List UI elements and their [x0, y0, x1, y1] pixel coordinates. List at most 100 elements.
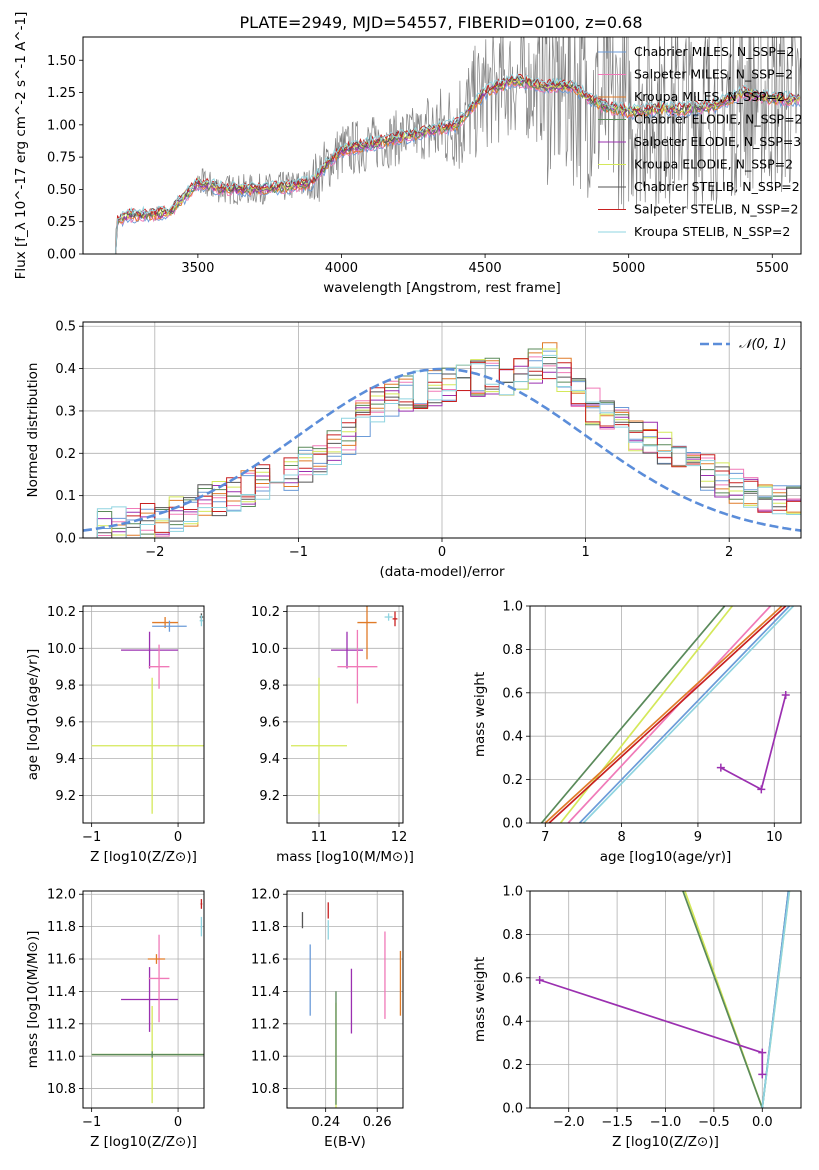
mass-weight-vs-Z-xtick-label-1: −1.5: [601, 1115, 633, 1130]
mass-weight-vs-Z-ytick-label-3: 0.6: [502, 971, 523, 986]
mass-weight-vs-age-xtick-label-1: 8: [617, 830, 625, 845]
mass-weight-vs-age-ytick-label-2: 0.4: [502, 730, 523, 745]
mass-vs-EBV-axes: 0.24 0.26 10.8 11.0 11.2 11.4 11.6 11.8 12.0 E(B-…: [251, 888, 403, 1150]
residuals-xtick-label-3: 1: [581, 545, 589, 560]
mass-weight-vs-Z-ytick-label-0: 0.0: [502, 1102, 523, 1117]
residuals-xtick-label-1: −1: [289, 545, 308, 560]
mass-weight-vs-Z-xtick-label-0: −2.0: [553, 1115, 585, 1130]
age-vs-Z-xlabel: Z [log10(Z/Z⊙)]: [90, 849, 197, 865]
mass-weight-vs-age-line-4: [548, 606, 787, 823]
spectrum-model-8: [83, 73, 801, 254]
age-vs-Z-ytick-label-5: 10.2: [47, 605, 76, 620]
spectrum-frame: [82, 36, 802, 255]
spectrum-legend-label-0: Chabrier MILES, N_SSP=2: [634, 44, 794, 59]
mass-weight-vs-Z-ytick-label-2: 0.4: [502, 1015, 523, 1030]
age-vs-Z-frame: [82, 605, 205, 824]
gaussian-curve: [83, 367, 801, 532]
spectrum-ytick-label-2: 0.50: [47, 183, 76, 198]
mass-vs-EBV-ytick-label-3: 11.4: [251, 985, 280, 1000]
spectrum-legend-label-4: Salpeter ELODIE, N_SSP=3: [634, 134, 801, 149]
mass-weight-vs-Z-ytick-label-5: 1.0: [502, 885, 523, 900]
age-vs-mass-ytick-label-0: 9.2: [259, 789, 280, 804]
mass-vs-Z-ytick-label-0: 10.8: [47, 1082, 76, 1097]
age-vs-mass-axes: 11 12 9.2 9.4 9.6 9.8 10.0 10.2 mass [log10(M/M⊙…: [251, 605, 414, 865]
age-vs-Z-ytick-label-3: 9.8: [55, 679, 76, 694]
mass-weight-vs-Z-ytick-label-4: 0.8: [502, 928, 523, 943]
mass-weight-vs-age-line-5: [578, 606, 791, 823]
residuals-ytick-label-2: 0.2: [55, 447, 76, 462]
residuals-ytick-label-5: 0.5: [55, 320, 76, 335]
age-vs-mass-point-3: [357, 606, 377, 660]
mass-vs-Z-ytick-label-6: 12.0: [47, 888, 76, 903]
spectrum-model-5: [83, 76, 801, 254]
spectrum-legend-label-7: Salpeter STELIB, N_SSP=2: [634, 202, 798, 217]
mass-weight-vs-Z-xtick-label-3: −0.5: [698, 1115, 730, 1130]
mass-vs-Z-xtick-label-1: 0: [174, 1115, 182, 1130]
age-vs-mass-xtick-label-0: 11: [311, 830, 328, 845]
age-vs-Z-point-4: [152, 620, 187, 632]
spectrum-xtick-label-3: 5000: [612, 261, 645, 276]
spectrum-xtick-label-2: 4500: [469, 261, 502, 276]
residuals-ylabel: Normed distribution: [25, 363, 41, 498]
age-vs-mass-point-4: [392, 611, 398, 627]
mass-weight-vs-Z-line-3: [761, 891, 791, 1108]
mass-vs-EBV-ytick-label-6: 12.0: [251, 888, 280, 903]
age-vs-mass-point-2: [337, 629, 378, 704]
residuals-xtick-label-4: 2: [725, 545, 733, 560]
spectrum-ylabel: Flux [f_λ 10^-17 erg cm^-2 s^-1 A^-1]: [13, 12, 29, 280]
spectrum-legend-label-3: Chabrier ELODIE, N_SSP=2: [634, 112, 803, 127]
mass-vs-Z-ytick-label-1: 11.0: [47, 1050, 76, 1065]
mass-weight-vs-age-xtick-label-2: 9: [694, 830, 702, 845]
mass-weight-vs-Z-xtick-label-4: 0.0: [752, 1115, 773, 1130]
mass-weight-vs-Z-marker-4-2: [758, 1070, 767, 1079]
mass-weight-vs-age-ytick-label-0: 0.0: [502, 817, 523, 832]
figure-title: PLATE=2949, MJD=54557, FIBERID=0100, z=0…: [239, 13, 642, 32]
age-vs-Z-xtick-label-1: 0: [174, 830, 182, 845]
residuals-legend-label: 𝒩(0, 1): [739, 337, 786, 352]
mass-weight-vs-Z-ylabel: mass weight: [472, 957, 488, 1042]
spectrum-ytick-label-6: 1.50: [47, 54, 76, 69]
mass-vs-Z-point-3: [148, 934, 170, 1023]
age-vs-Z-ylabel: age [log10(age/yr)]: [25, 649, 41, 781]
spectrum-ytick-label-1: 0.25: [47, 215, 76, 230]
spectrum-plot-area: [83, 37, 801, 254]
spectrum-ytick-label-0: 0.00: [47, 248, 76, 263]
mass-vs-EBV-xlabel: E(B-V): [324, 1134, 366, 1150]
age-vs-Z-plot-area: [91, 613, 204, 814]
mass-vs-Z-point-5: [200, 899, 203, 909]
mass-weight-vs-age-ylabel: mass weight: [472, 672, 488, 757]
spectrum-xlabel: wavelength [Angstrom, rest frame]: [323, 280, 561, 296]
age-vs-mass-frame: [286, 605, 404, 824]
mass-vs-Z-point-1: [91, 1051, 204, 1058]
residuals-ytick-label-1: 0.1: [55, 489, 76, 504]
mass-weight-vs-Z-xtick-label-2: −1.0: [650, 1115, 682, 1130]
mass-weight-vs-age-xlabel: age [log10(age/yr)]: [600, 849, 732, 865]
residual-histogram-8: [83, 354, 801, 538]
mass-vs-EBV-plot-area: [301, 902, 402, 1108]
spectrum-legend-label-8: Kroupa STELIB, N_SSP=2: [634, 224, 790, 239]
mass-weight-vs-age-line-0: [540, 606, 726, 823]
age-vs-mass-point-0: [291, 677, 347, 814]
mass-weight-vs-Z-ytick-label-1: 0.2: [502, 1058, 523, 1073]
mass-weight-vs-Z-frame: [529, 890, 802, 1109]
spectrum-xtick-label-4: 5500: [756, 261, 789, 276]
mass-vs-EBV-ytick-label-1: 11.0: [251, 1050, 280, 1065]
age-vs-mass-ytick-label-1: 9.4: [259, 752, 280, 767]
mass-weight-vs-age-xtick-label-0: 7: [541, 830, 549, 845]
age-vs-Z-axes: −1 0 9.2 9.4 9.6 9.8 10.0 10.2 Z [log10(Z/Z⊙)] ag…: [25, 605, 204, 865]
mass-weight-vs-age-ytick-label-5: 1.0: [502, 600, 523, 615]
age-vs-mass-xtick-label-1: 12: [391, 830, 408, 845]
age-vs-Z-ytick-label-2: 9.6: [55, 715, 76, 730]
spectrum-data-line: [83, 37, 801, 254]
mass-weight-vs-age-line-3: [544, 606, 783, 823]
mass-vs-Z-ytick-label-3: 11.4: [47, 985, 76, 1000]
age-vs-mass-point-5: [384, 613, 393, 621]
spectrum-axes: 3500 4000 4500 5000 5500 0.00 0.25 0.50 0.75 1.00…: [13, 12, 789, 296]
spectrum-legend: Chabrier MILES, N_SSP=2 Salpeter MILES, N…: [598, 44, 803, 239]
spectrum-xtick-label-0: 3500: [181, 261, 214, 276]
age-vs-Z-point-0: [91, 677, 204, 814]
mass-weight-vs-age-line-2: [567, 606, 772, 823]
mass-weight-vs-Z-marker-4-0: [535, 975, 544, 984]
